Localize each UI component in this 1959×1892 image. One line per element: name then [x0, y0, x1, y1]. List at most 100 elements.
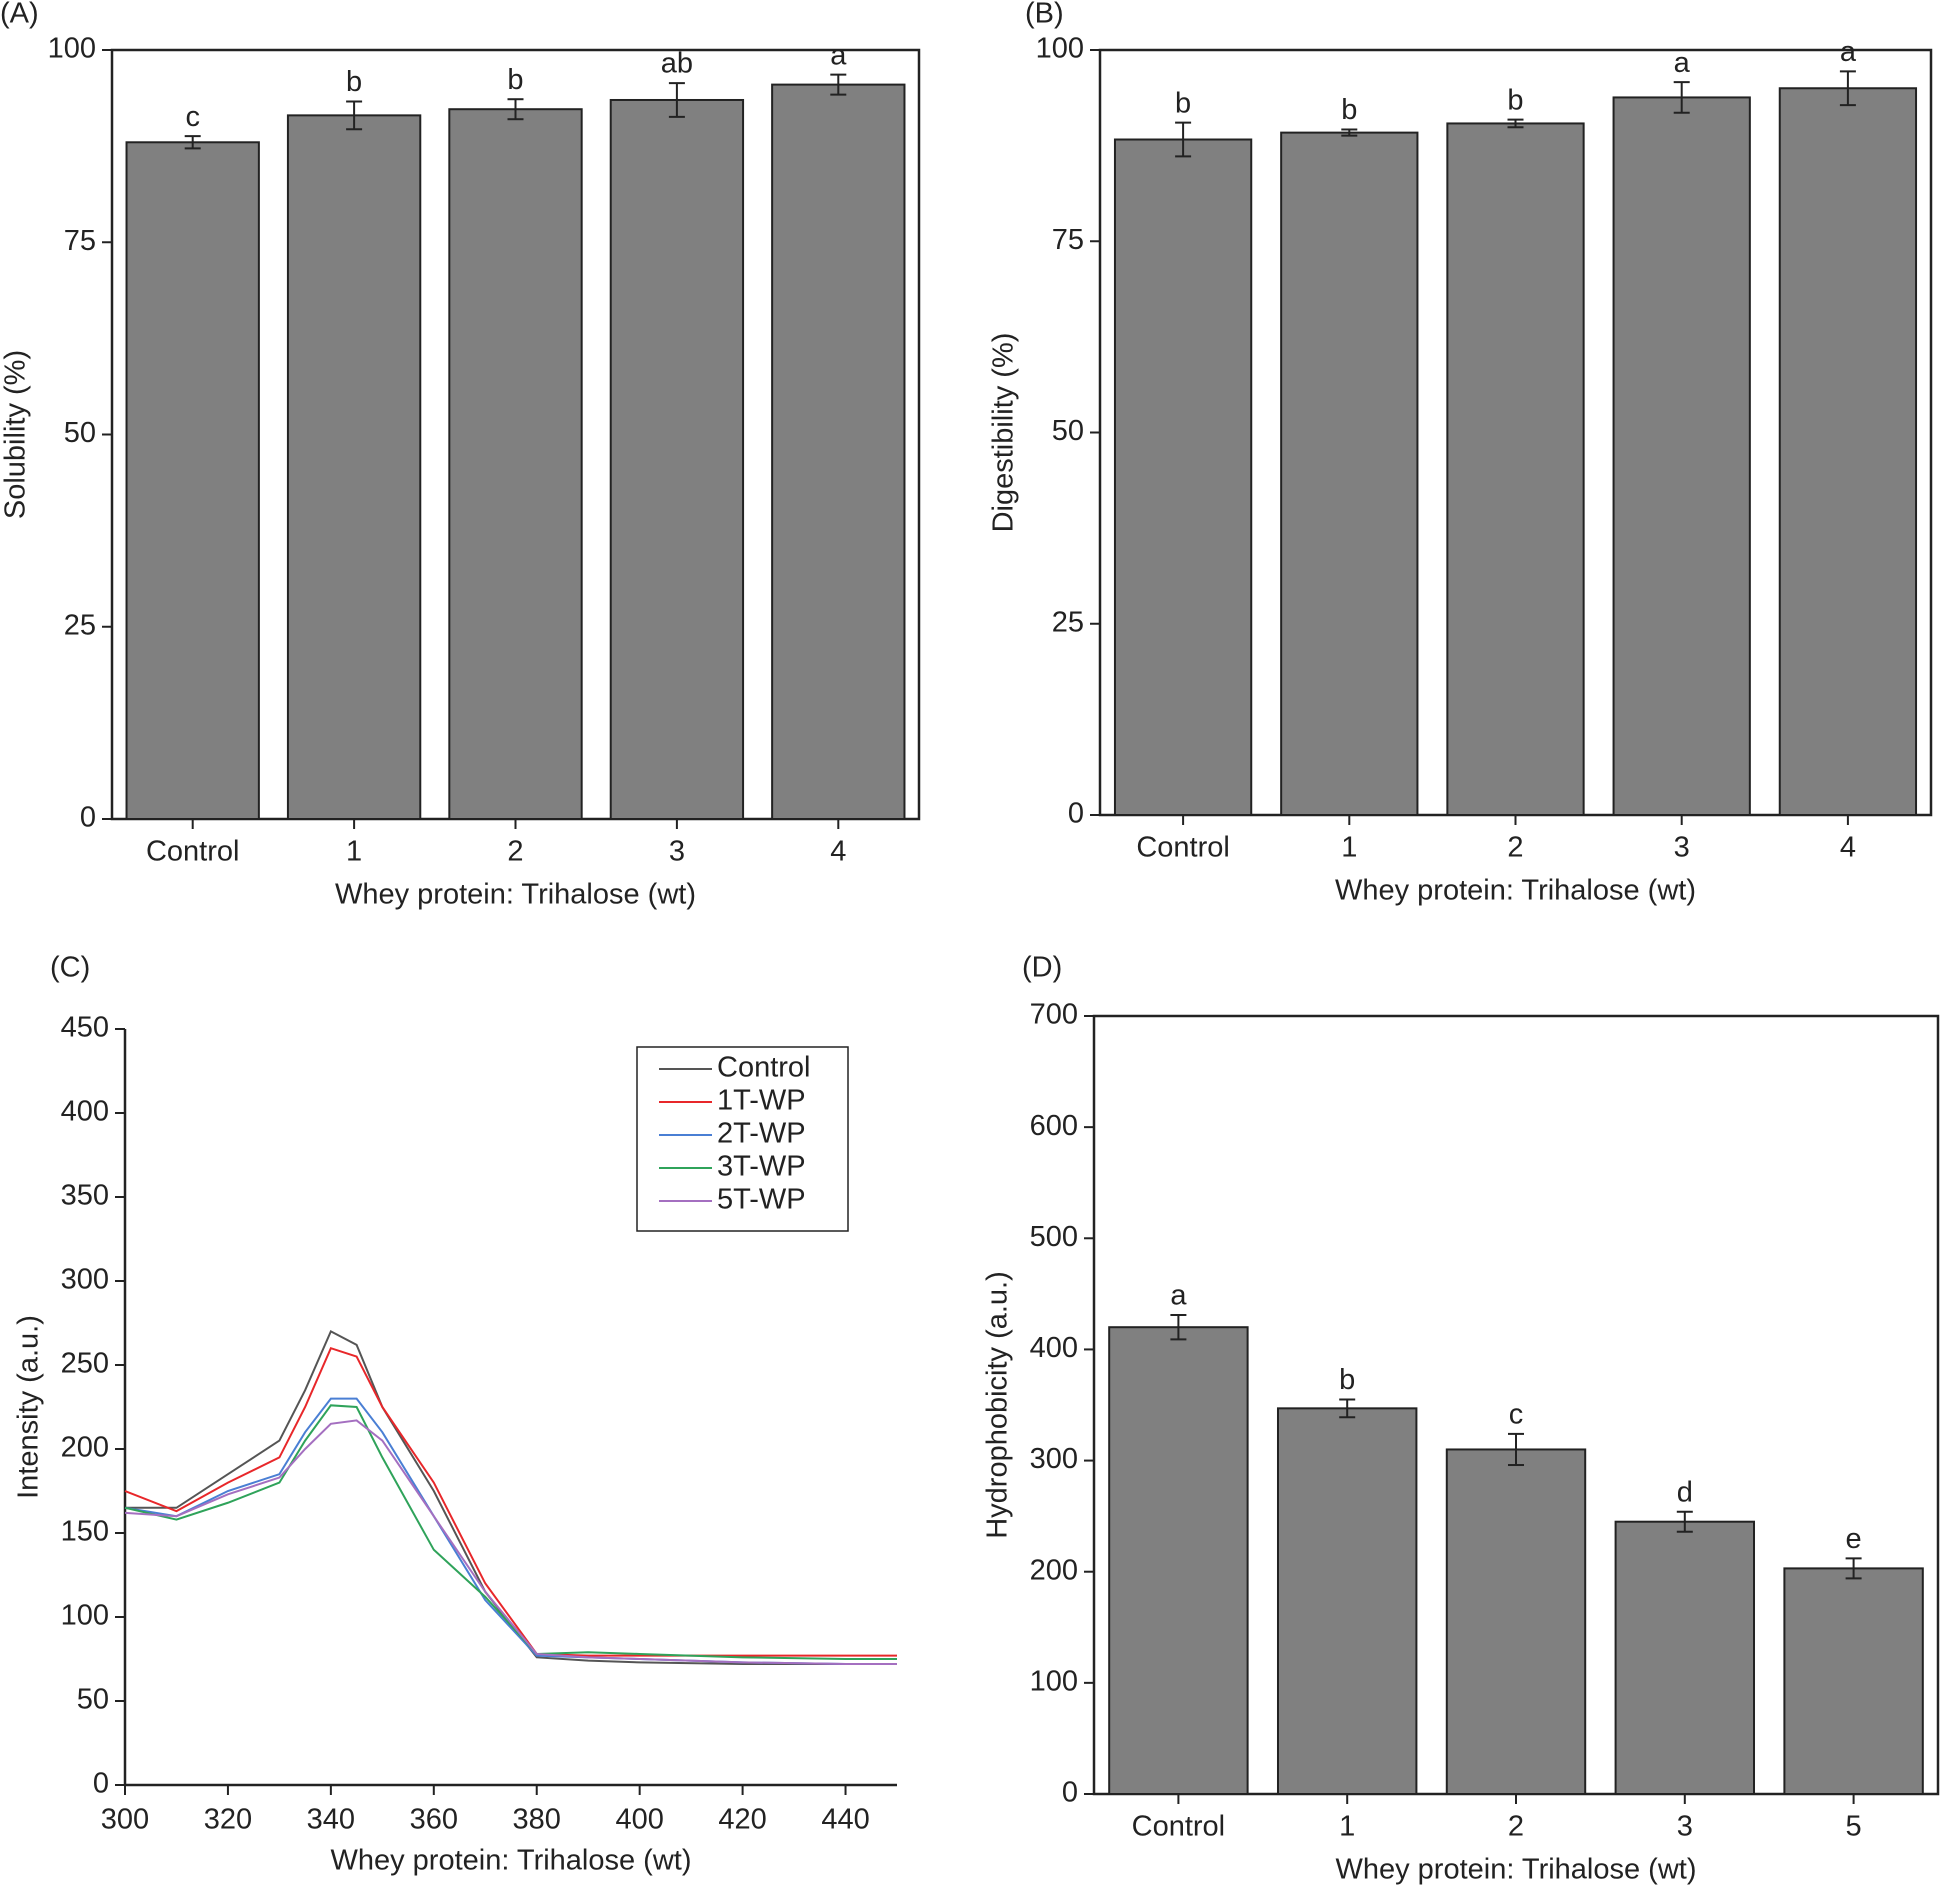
y-tick-label: 350 — [61, 1180, 109, 1212]
x-axis-label: Whey protein: Trihalose (wt) — [335, 879, 696, 911]
y-tick-label: 25 — [1052, 606, 1084, 638]
panel-label: (C) — [50, 952, 90, 984]
significance-label: a — [1840, 36, 1857, 68]
y-tick-label: 0 — [80, 802, 96, 834]
x-tick-label: 380 — [513, 1804, 561, 1836]
x-tick-label: 4 — [1840, 832, 1856, 864]
significance-label: b — [507, 64, 523, 96]
y-tick-label: 200 — [1030, 1554, 1078, 1586]
significance-label: c — [1509, 1399, 1524, 1431]
x-tick-label: 1 — [346, 836, 362, 868]
y-axis-label: Digestibility (%) — [988, 333, 1020, 533]
significance-label: b — [1341, 94, 1357, 126]
significance-label: a — [830, 39, 847, 71]
y-tick-label: 700 — [1030, 999, 1078, 1031]
y-axis-label: Solubility (%) — [0, 350, 32, 519]
y-tick-label: 0 — [93, 1768, 109, 1800]
x-tick-label: 440 — [821, 1804, 869, 1836]
panel-label: (A) — [0, 0, 39, 30]
y-axis-label: Intensity (a.u.) — [13, 1315, 45, 1499]
y-tick-label: 500 — [1030, 1221, 1078, 1253]
x-tick-label: 1 — [1339, 1811, 1355, 1843]
x-tick-label: 3 — [1677, 1811, 1693, 1843]
bar — [1446, 122, 1585, 816]
x-tick-label: 4 — [830, 836, 846, 868]
y-tick-label: 400 — [1030, 1332, 1078, 1364]
bar — [1276, 1407, 1418, 1795]
y-tick-label: 400 — [61, 1096, 109, 1128]
significance-label: a — [1170, 1280, 1187, 1312]
bar — [1113, 138, 1253, 816]
y-tick-label: 50 — [77, 1684, 109, 1716]
x-tick-label: 2 — [1508, 1811, 1524, 1843]
panel-label: (B) — [1025, 0, 1064, 30]
y-tick-label: 150 — [61, 1516, 109, 1548]
x-tick-label: 400 — [615, 1804, 663, 1836]
x-axis-label: Whey protein: Trihalose (wt) — [1335, 875, 1696, 907]
legend-label: 3T-WP — [717, 1151, 806, 1183]
bar — [1614, 1520, 1756, 1795]
x-axis-label: Whey protein: Trihalose (wt) — [330, 1845, 691, 1877]
panel-label: (D) — [1022, 952, 1062, 984]
legend-label: 5T-WP — [717, 1184, 806, 1216]
legend-label: 1T-WP — [717, 1085, 806, 1117]
legend-label: 2T-WP — [717, 1118, 806, 1150]
y-tick-label: 50 — [64, 417, 96, 449]
x-tick-label: 2 — [507, 836, 523, 868]
significance-label: b — [1175, 87, 1191, 119]
y-tick-label: 100 — [1030, 1666, 1078, 1698]
y-tick-label: 0 — [1062, 1777, 1078, 1809]
x-tick-label: 420 — [718, 1804, 766, 1836]
significance-label: b — [1339, 1364, 1355, 1396]
y-tick-label: 300 — [61, 1264, 109, 1296]
y-tick-label: 100 — [48, 33, 96, 65]
y-tick-label: 300 — [1030, 1443, 1078, 1475]
line-series — [124, 1346, 897, 1657]
y-tick-label: 50 — [1052, 415, 1084, 447]
y-tick-label: 200 — [61, 1432, 109, 1464]
bar — [1280, 131, 1419, 816]
bar — [448, 108, 583, 820]
y-tick-label: 75 — [64, 225, 96, 257]
x-tick-label: 360 — [410, 1804, 458, 1836]
bar — [1612, 96, 1751, 817]
x-tick-label: Control — [1136, 832, 1230, 864]
y-tick-label: 0 — [1068, 798, 1084, 830]
y-tick-label: 250 — [61, 1348, 109, 1380]
y-tick-label: 100 — [61, 1600, 109, 1632]
y-tick-label: 600 — [1030, 1110, 1078, 1142]
x-tick-label: Control — [146, 836, 240, 868]
bar — [1445, 1448, 1587, 1795]
legend-label: Control — [717, 1052, 811, 1084]
x-tick-label: 340 — [307, 1804, 355, 1836]
line-series — [124, 1419, 897, 1666]
bar — [286, 114, 422, 821]
bar — [125, 141, 260, 820]
significance-label: b — [346, 66, 362, 98]
significance-label: b — [1507, 84, 1523, 116]
bar — [771, 83, 906, 821]
x-tick-label: 3 — [669, 836, 685, 868]
significance-label: c — [185, 101, 200, 133]
y-tick-label: 450 — [61, 1012, 109, 1044]
x-tick-label: 3 — [1674, 832, 1690, 864]
line-series — [124, 1404, 897, 1660]
x-tick-label: 300 — [101, 1804, 149, 1836]
x-tick-label: 5 — [1846, 1811, 1862, 1843]
line-series — [125, 1330, 897, 1666]
bar — [1108, 1326, 1249, 1795]
x-tick-label: 1 — [1341, 832, 1357, 864]
significance-label: d — [1677, 1476, 1693, 1508]
y-tick-label: 25 — [64, 609, 96, 641]
significance-label: a — [1674, 47, 1691, 79]
y-tick-label: 100 — [1036, 33, 1084, 65]
x-tick-label: 2 — [1507, 832, 1523, 864]
x-axis-label: Whey protein: Trihalose (wt) — [1335, 1854, 1696, 1886]
bar — [1778, 87, 1918, 816]
x-tick-label: 320 — [204, 1804, 252, 1836]
significance-label: e — [1846, 1523, 1862, 1555]
bar — [1783, 1567, 1924, 1795]
x-tick-label: Control — [1132, 1811, 1226, 1843]
significance-label: ab — [661, 48, 693, 80]
